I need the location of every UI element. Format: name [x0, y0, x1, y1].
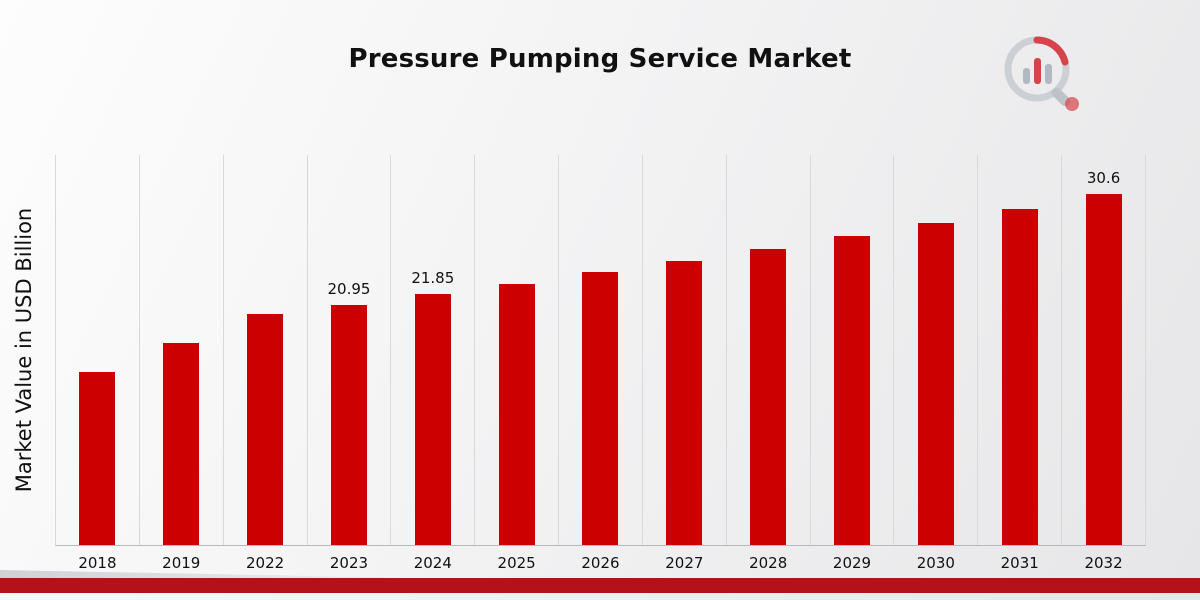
category-column-2026: 2026	[559, 155, 643, 572]
bar-value-label: 30.6	[1086, 169, 1121, 187]
category-column-2022: 2022	[224, 155, 308, 572]
footer-ribbon	[0, 578, 1200, 593]
bar-2023	[330, 304, 367, 545]
x-tick-label: 2031	[1000, 554, 1039, 572]
bar-2029	[834, 235, 871, 545]
x-tick-label: 2029	[832, 554, 872, 572]
category-column-2032: 30.6 2032	[1062, 155, 1146, 572]
brand-logo-icon	[996, 28, 1088, 114]
category-column-2024: 21.85 2024	[391, 155, 476, 572]
bar-2031	[1001, 208, 1038, 545]
category-column-2028: 2028	[727, 155, 811, 572]
category-column-2031: 2031	[978, 155, 1063, 572]
bar-value-label: 21.85	[411, 269, 455, 288]
x-tick-label: 2024	[413, 554, 452, 572]
bar-2024	[414, 294, 451, 545]
bar-2019	[163, 342, 200, 545]
x-tick-label: 2018	[78, 554, 117, 572]
x-tick-label: 2019	[162, 554, 201, 572]
bar-2022	[247, 314, 284, 545]
category-column-2027: 2027	[643, 155, 727, 572]
bar-2026	[582, 272, 619, 545]
category-column-2025: 2025	[475, 155, 560, 572]
bar-value-label: 20.95	[327, 279, 371, 298]
bar-2032	[1085, 194, 1122, 545]
x-tick-label: 2025	[497, 554, 536, 572]
bar-2018	[79, 372, 116, 545]
category-column-2019: 2019	[140, 155, 224, 572]
bar-2025	[498, 283, 535, 545]
x-tick-label: 2032	[1084, 554, 1123, 572]
bar-2030	[917, 222, 954, 545]
x-tick-label: 2030	[916, 554, 955, 572]
category-column-2023: 20.95 2023	[308, 155, 392, 572]
x-tick-label: 2028	[749, 554, 788, 572]
x-tick-label: 2026	[581, 554, 620, 572]
footer-wedge-decoration	[0, 570, 470, 579]
x-tick-label: 2023	[329, 554, 369, 572]
x-tick-label: 2022	[246, 554, 285, 572]
chart-title: Pressure Pumping Service Market	[348, 44, 852, 74]
plot-area: 2018 2019 2022 20.95 2023 21.85 2024 2025 2026 20…	[55, 155, 1146, 572]
bar-2027	[666, 260, 703, 545]
x-tick-label: 2027	[665, 554, 704, 572]
category-column-2029: 2029	[811, 155, 895, 572]
category-column-2018: 2018	[56, 155, 140, 572]
y-axis-label: Market Value in USD Billion	[12, 207, 36, 493]
bar-2028	[750, 248, 787, 545]
category-column-2030: 2030	[894, 155, 979, 572]
